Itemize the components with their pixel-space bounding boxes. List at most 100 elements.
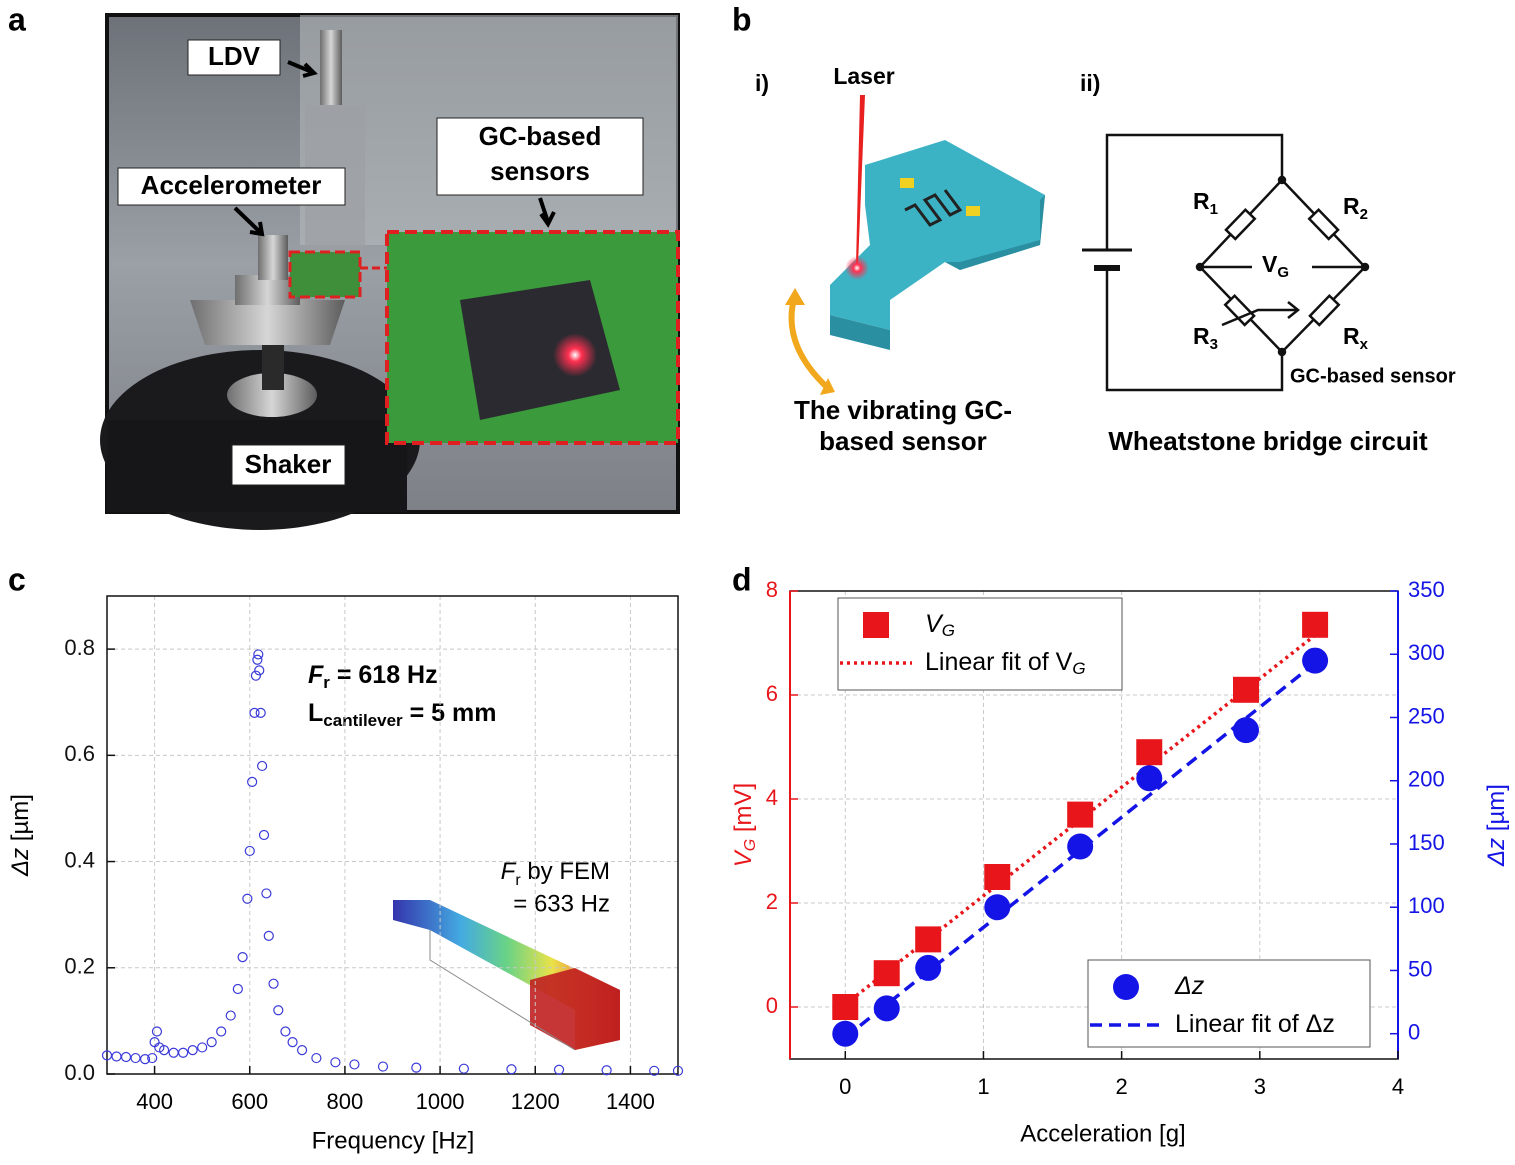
x-tick-label: 600 [231,1089,268,1114]
marker [330,1057,341,1068]
legend-label: Linear fit of Δz [1175,1010,1335,1038]
x-tick-label: 400 [136,1089,173,1114]
marker [273,1005,284,1016]
x-tick-label: 0 [839,1074,851,1099]
photo-label: Accelerometer [141,170,322,200]
x-tick-label: 1 [977,1074,989,1099]
resistor-label: R1 [1193,188,1218,218]
marker [147,1052,158,1064]
x-tick-label: 2 [1116,1074,1128,1099]
y2-tick-label: 250 [1408,703,1445,728]
photo-label: Shaker [245,449,332,479]
diagram-label: Laser [833,63,894,89]
annotation: Fr = 618 Hz [308,661,438,693]
marker [863,612,889,638]
x-tick-label: 1400 [606,1089,655,1114]
marker [178,1047,189,1058]
y-tick-label: 2 [766,889,778,914]
x-tick-label: 1000 [416,1089,465,1114]
resistor-label: R3 [1193,323,1218,353]
cantilever-diagram [785,95,1045,395]
legend-label: Δz [1174,972,1205,1000]
marker [506,1064,517,1075]
y2-tick-label: 300 [1408,640,1445,665]
marker [250,670,262,681]
legend-text: Linear fit of Δz [1175,1010,1335,1038]
y2-axis-label: Δz [µm] [1483,784,1510,867]
marker [247,776,258,787]
marker [257,760,268,772]
plot-frame [106,595,679,1075]
marker [216,1026,227,1037]
y-axis-label: VG [mV] [730,783,759,867]
y-tick-label: 0.4 [64,847,95,872]
panel-label: d [732,561,752,597]
diagram-caption: The vibrating GC- [794,395,1012,425]
marker [249,707,260,718]
circuit [1082,133,1370,392]
marker [553,1064,565,1075]
y-tick-label: 0.6 [64,741,95,766]
fit-line [844,633,1317,1006]
legend-box [1087,959,1371,1048]
marker [151,1026,163,1037]
legend-text: Linear fit of V [925,648,1073,676]
marker [601,1065,612,1076]
marker [672,1065,684,1076]
marker [296,1044,308,1056]
marker [254,665,265,676]
y2-tick-label: 100 [1408,893,1445,918]
marker [1302,611,1329,638]
annotation: Lcantilever = 5 mm [308,699,496,731]
marker [101,1050,113,1061]
marker [130,1052,141,1064]
marker [258,829,270,841]
marker [287,1037,298,1048]
annotation: = 633 Hz [513,890,610,917]
marker [242,893,253,904]
y-tick-label: 4 [766,785,778,810]
marker [1136,765,1163,792]
resistor-label: Rx [1343,323,1369,353]
diagram-label: i) [755,70,769,96]
marker [984,894,1011,921]
marker [244,845,255,857]
panel-label: b [732,1,752,37]
legend-text: Δz [1174,972,1205,1000]
marker [168,1047,179,1058]
marker [232,983,243,995]
legend: Δz Linear fit of Δz [1087,959,1371,1048]
y-tick-label: 0.0 [64,1060,95,1085]
chart: 0 1 2 3 402468050100150200250300350VGLinear … [766,577,1445,1099]
y-tick-label: 8 [766,577,778,602]
sensor-label: GC-based sensor [1290,365,1456,387]
marker [377,1061,389,1072]
fit-line [844,661,1317,1039]
y-tick-label: 0.2 [64,954,95,979]
x-axis-label: Acceleration [g] [1020,1120,1185,1147]
resistor-label: R2 [1343,193,1368,223]
marker [1067,833,1094,860]
marker [280,1026,291,1037]
marker [268,978,279,989]
marker [253,649,264,660]
marker [832,994,859,1020]
photo [100,13,680,530]
marker [649,1065,660,1076]
y2-tick-label: 150 [1408,830,1445,855]
y-tick-label: 0 [766,993,778,1018]
marker [263,930,274,942]
x-axis-label: Frequency [Hz] [312,1127,475,1154]
panel-label: c [8,561,26,597]
annotation: Fr by FEM [501,858,610,889]
marker [159,1044,170,1056]
legend-label: Linear fit of VG [925,648,1086,679]
diagram-caption: Wheatstone bridge circuit [1108,426,1428,456]
diagram-caption: based sensor [819,426,987,456]
marker [261,888,272,899]
y2-tick-label: 50 [1408,956,1432,981]
marker [187,1044,198,1056]
y2-tick-label: 350 [1408,577,1445,602]
legend-text: V [925,610,944,638]
